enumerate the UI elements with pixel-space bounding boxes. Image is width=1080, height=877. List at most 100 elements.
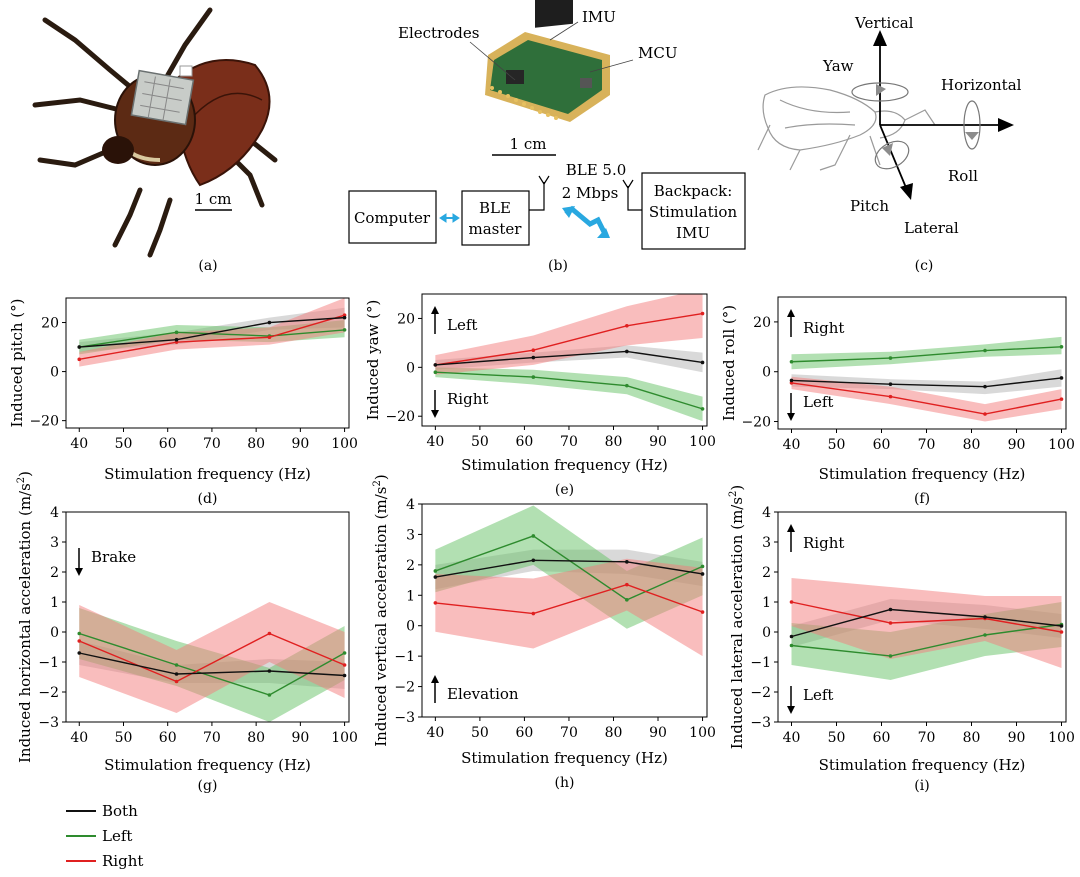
x-tick-label: 80	[963, 437, 981, 453]
band-left	[435, 367, 703, 422]
point-left	[625, 383, 629, 388]
plot-frame	[65, 297, 350, 429]
y-tick-label: 3	[50, 535, 59, 551]
x-tick-label: 50	[471, 434, 489, 450]
x-tick-label: 100	[331, 730, 358, 746]
point-both	[174, 672, 179, 676]
point-right	[77, 639, 82, 643]
x-tick-label: 100	[331, 436, 358, 452]
point-both	[1059, 376, 1064, 380]
caption-c: (c)	[915, 258, 934, 274]
point-left	[267, 693, 272, 697]
chart-f: 40 50 60 70 80 90 100 −20 0 20 Stimulation frequen…	[720, 296, 1075, 507]
x-axis-label: Stimulation frequency (Hz)	[819, 756, 1026, 774]
annotation-arrowhead-icon	[431, 306, 439, 314]
y-tick-label: −3	[394, 710, 415, 726]
y-tick-label: −1	[38, 655, 59, 671]
annotation-label: Right	[447, 390, 488, 408]
x-tick-label: 40	[70, 730, 88, 746]
y-axis-label: Induced yaw (°)	[364, 300, 382, 421]
x-tick-label: 80	[247, 436, 265, 452]
point-both	[342, 673, 347, 678]
legend: Both Left Right	[66, 802, 143, 870]
x-tick-label: 50	[828, 437, 846, 453]
box-backpack-line3: IMU	[676, 224, 710, 242]
caption-a: (a)	[198, 258, 217, 274]
point-both	[433, 363, 438, 367]
x-tick-label: 40	[426, 725, 444, 741]
point-left	[531, 534, 536, 538]
panel-a: 1 cm (a)	[32, 7, 278, 274]
y-tick-label: 2	[50, 565, 59, 581]
point-both	[267, 669, 272, 673]
annotation-arrowhead-icon	[431, 410, 439, 418]
x-tick-label: 90	[649, 725, 667, 741]
point-right	[433, 601, 438, 605]
x-tick-label: 40	[783, 730, 801, 746]
antenna-icon-master	[529, 175, 550, 211]
y-tick-label: −3	[750, 715, 771, 731]
link-label-1: BLE 5.0	[566, 161, 627, 179]
y-tick-label: 20	[397, 311, 415, 327]
y-tick-label: 0	[50, 365, 59, 381]
point-left	[174, 330, 179, 335]
label-yaw: Yaw	[822, 57, 854, 75]
band-left	[791, 336, 1062, 370]
x-tick-label: 60	[159, 436, 177, 452]
panel-b: Electrodes IMU MCU 1 cm Computer BLE mas…	[348, 0, 746, 274]
y-tick-label: 0	[762, 365, 771, 381]
line-right	[78, 632, 345, 683]
point-both	[267, 320, 272, 325]
box-ble-line1: BLE	[479, 199, 511, 217]
vertical-arrowhead-icon	[873, 30, 887, 46]
x-tick-label: 50	[471, 725, 489, 741]
x-tick-label: 60	[873, 730, 891, 746]
point-both	[342, 315, 347, 320]
point-both	[77, 345, 82, 349]
point-left	[888, 654, 893, 658]
y-tick-label: −1	[750, 655, 771, 671]
y-tick-label: −2	[394, 680, 415, 696]
plot-area-i	[789, 578, 1064, 680]
annotation-label: Brake	[91, 548, 136, 566]
point-left	[700, 407, 705, 411]
line-right	[435, 312, 703, 366]
x-axis-label: Stimulation frequency (Hz)	[104, 465, 311, 483]
band-right	[79, 602, 345, 713]
point-left	[789, 359, 794, 364]
link-arrow-icon	[439, 213, 460, 223]
caption-i: (i)	[914, 778, 929, 794]
plot-frame	[421, 293, 708, 427]
annotation-label: Left	[447, 316, 477, 334]
point-left	[77, 631, 82, 636]
point-right	[983, 412, 987, 416]
annotation-arrowhead-icon	[431, 675, 439, 683]
point-right	[700, 610, 705, 614]
y-axis-label: Induced vertical acceleration (m/s2)	[372, 474, 390, 747]
board-scale-label: 1 cm	[510, 135, 547, 153]
point-left	[531, 375, 536, 379]
point-right	[888, 394, 893, 399]
x-axis-label: Stimulation frequency (Hz)	[461, 749, 668, 767]
point-both	[625, 560, 629, 564]
point-both	[1059, 624, 1064, 628]
y-tick-label: 1	[762, 595, 771, 611]
y-tick-label: 1	[50, 595, 59, 611]
line-left	[79, 632, 345, 696]
x-tick-label: 90	[649, 434, 667, 450]
wireless-link-icon	[562, 205, 610, 238]
point-left	[433, 370, 438, 375]
line-both	[791, 608, 1062, 638]
x-axis-label: Stimulation frequency (Hz)	[104, 756, 311, 774]
x-tick-label: 60	[516, 434, 534, 450]
point-both	[789, 378, 794, 383]
x-tick-label: 100	[689, 434, 716, 450]
box-backpack-line1: Backpack:	[654, 182, 733, 200]
x-tick-label: 90	[1008, 730, 1026, 746]
x-tick-label: 40	[426, 434, 444, 450]
plot-frame	[777, 296, 1067, 430]
point-right	[174, 679, 179, 684]
line-left	[79, 329, 345, 348]
x-tick-label: 50	[115, 436, 133, 452]
annotation-arrowhead-icon	[75, 568, 83, 576]
